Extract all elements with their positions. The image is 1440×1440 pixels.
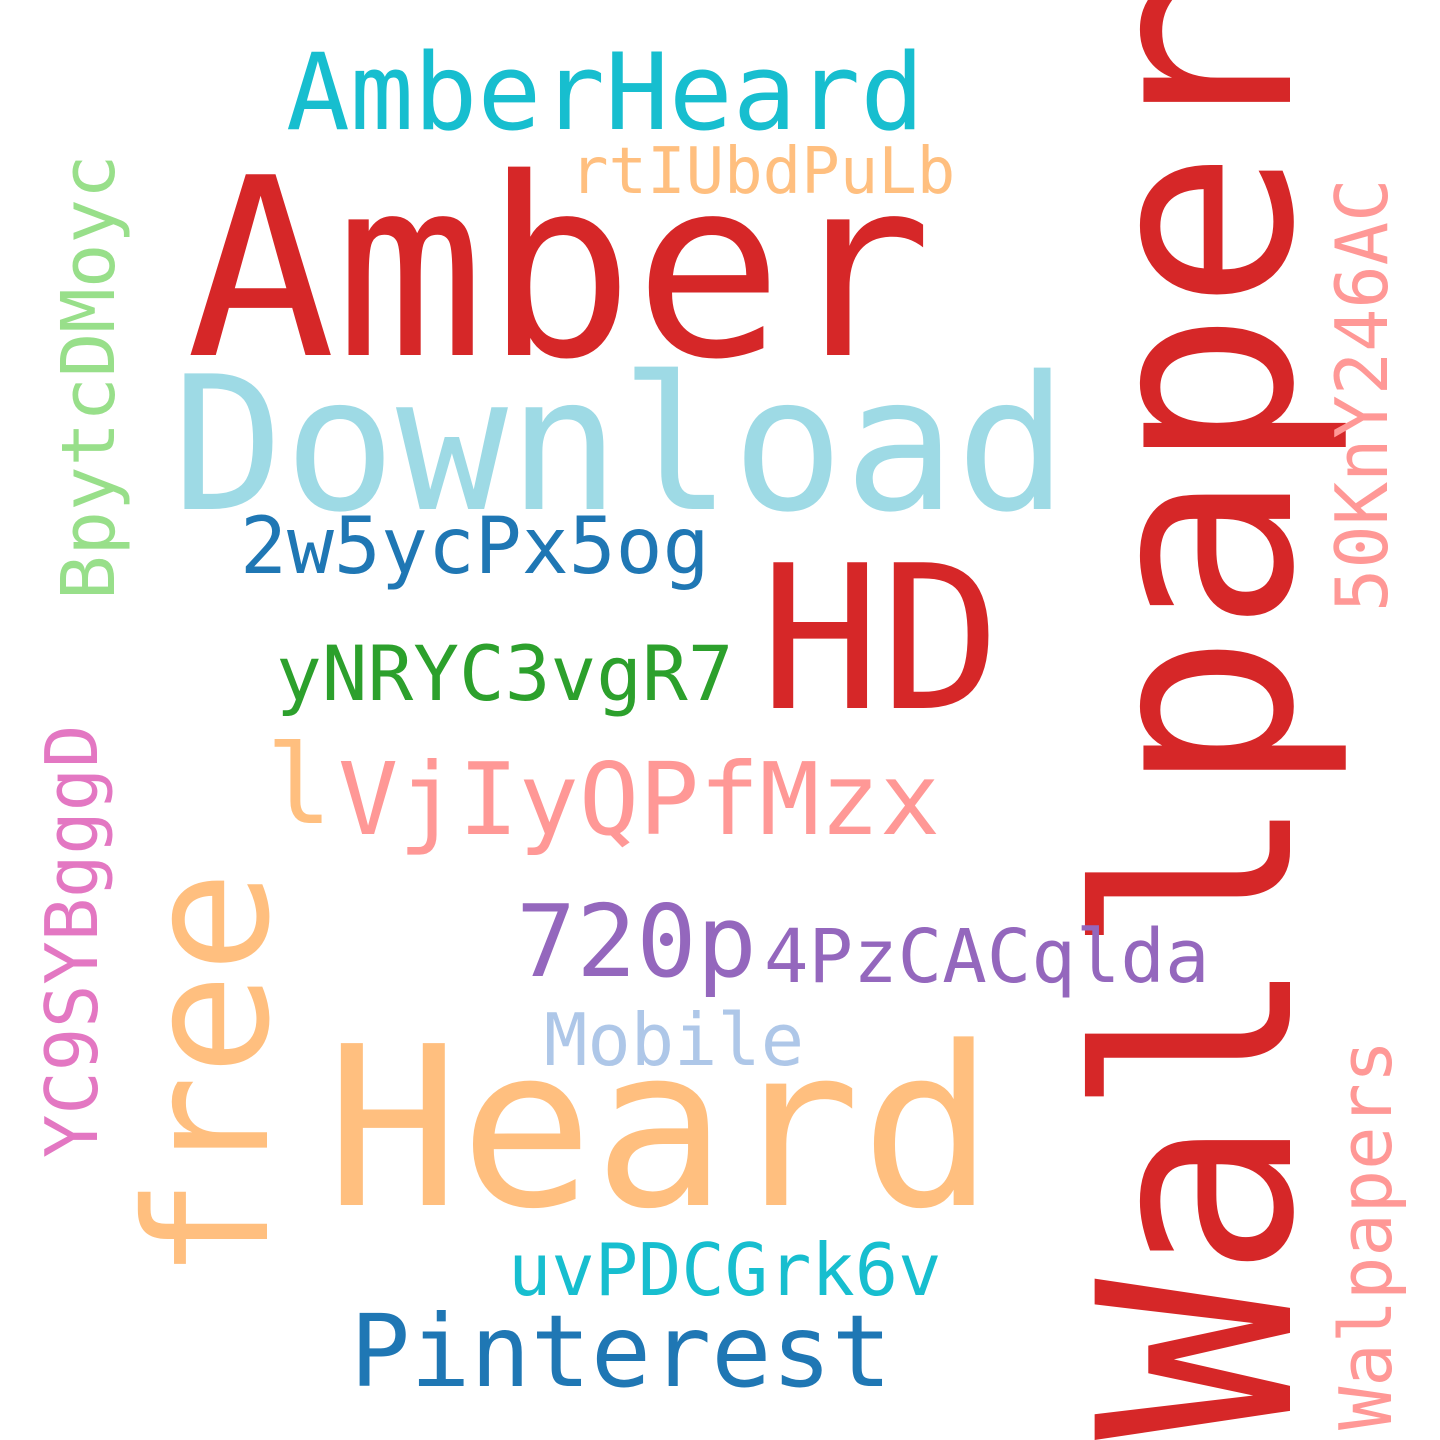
word-l: l — [266, 721, 333, 849]
word-50kny246ac: 50KnY246AC — [1320, 178, 1404, 612]
word-amber: Amber — [186, 126, 933, 414]
word-pinterest: Pinterest — [350, 1293, 892, 1410]
word-yc9sybgggd: YC9SYBgggD — [30, 724, 114, 1158]
word-2w5ycpx5og: 2w5ycPx5og — [240, 502, 710, 592]
word-heard: Heard — [326, 1000, 995, 1258]
word-4pzcacqlda: 4PzCACqlda — [764, 914, 1210, 1000]
word-bpytcdmoyc: BpytcDMoyc — [46, 154, 132, 600]
word-download: Download — [172, 336, 1068, 553]
word-720p: 720p — [516, 883, 757, 1000]
word-wallpaper: Wallpaper — [1042, 0, 1354, 1440]
word-free: free — [110, 870, 308, 1280]
word-ynryc3vgr7: yNRYC3vgR7 — [276, 629, 734, 718]
word-hd: HD — [760, 523, 1001, 756]
word-mobile: Mobile — [544, 998, 805, 1082]
word-rtiubdpulb: rtIUbdPuLb — [570, 135, 956, 209]
word-walpapers: Walpapers — [1324, 1039, 1408, 1430]
word-uvpdcgrk6v: uvPDCGrk6v — [508, 1228, 942, 1312]
word-vjiyqpfmzx: VjIyQPfMzx — [338, 741, 941, 858]
word-amberheard: AmberHeard — [286, 31, 925, 154]
